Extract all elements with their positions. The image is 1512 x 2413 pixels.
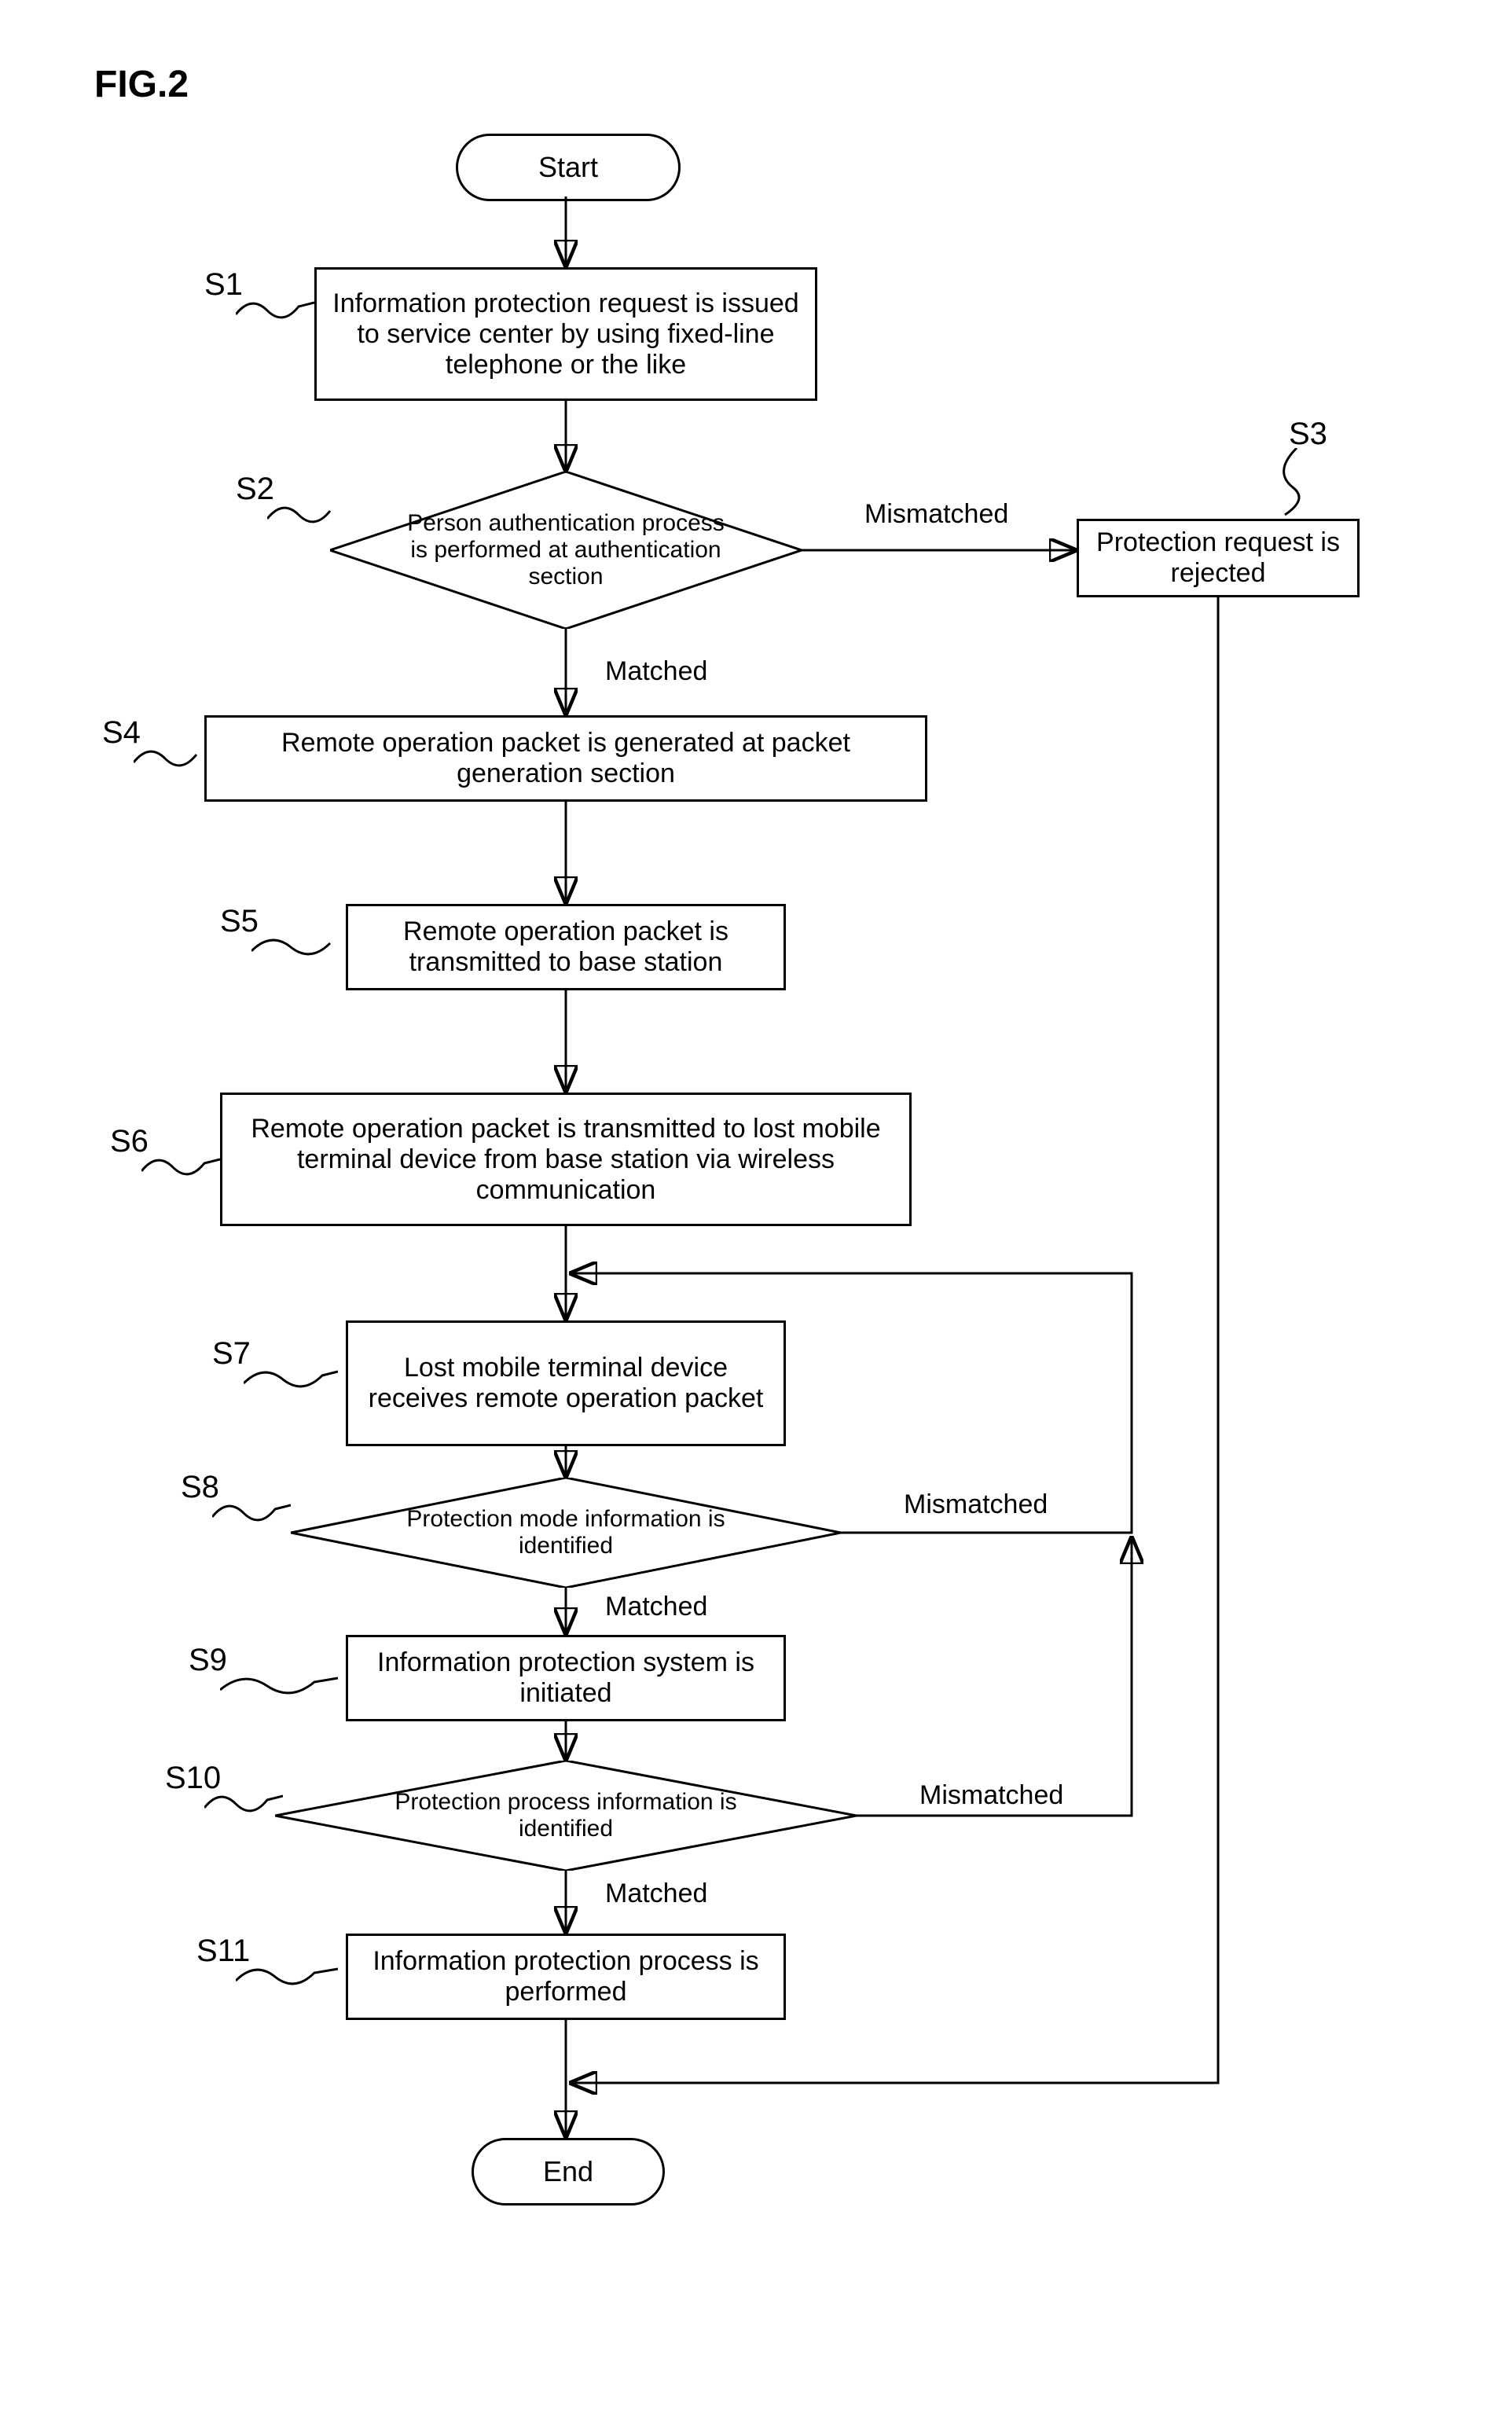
s8-decision: Protection mode information is identifie… <box>291 1478 841 1588</box>
s8-squiggle <box>212 1493 291 1533</box>
s1-squiggle <box>236 291 314 330</box>
s10-mismatched-label: Mismatched <box>919 1780 1063 1811</box>
s6-text: Remote operation packet is transmitted t… <box>230 1114 901 1206</box>
flowchart-container: FIG.2 Start Information protection reque… <box>31 31 1481 2382</box>
start-text: Start <box>538 151 598 184</box>
s2-decision: Person authentication process is perform… <box>330 472 802 629</box>
s7-squiggle <box>244 1360 338 1399</box>
s8-matched-label: Matched <box>605 1592 707 1622</box>
s3-text: Protection request is rejected <box>1087 527 1349 589</box>
s4-process: Remote operation packet is generated at … <box>204 715 927 802</box>
start-terminator: Start <box>456 134 681 201</box>
s7-text: Lost mobile terminal device receives rem… <box>356 1353 776 1414</box>
s1-text: Information protection request is issued… <box>325 288 807 380</box>
s9-process: Information protection system is initiat… <box>346 1635 786 1721</box>
s6-process: Remote operation packet is transmitted t… <box>220 1093 912 1226</box>
s1-process: Information protection request is issued… <box>314 267 817 401</box>
s11-text: Information protection process is perfor… <box>356 1946 776 2007</box>
s10-text: Protection process information is identi… <box>377 1789 754 1842</box>
s3-label: S3 <box>1289 417 1327 452</box>
s11-squiggle <box>236 1957 338 1996</box>
s5-squiggle <box>251 927 338 967</box>
s7-process: Lost mobile terminal device receives rem… <box>346 1320 786 1446</box>
s3-squiggle <box>1265 448 1328 519</box>
s2-mismatched-label: Mismatched <box>864 499 1008 530</box>
s4-squiggle <box>134 739 204 778</box>
s5-text: Remote operation packet is transmitted t… <box>356 916 776 978</box>
s4-text: Remote operation packet is generated at … <box>215 728 917 789</box>
s9-text: Information protection system is initiat… <box>356 1647 776 1709</box>
s2-squiggle <box>267 495 338 534</box>
s8-mismatched-label: Mismatched <box>904 1489 1048 1520</box>
s8-text: Protection mode information is identifie… <box>393 1506 739 1559</box>
end-text: End <box>543 2155 593 2188</box>
s11-process: Information protection process is perfor… <box>346 1934 786 2020</box>
s5-process: Remote operation packet is transmitted t… <box>346 904 786 990</box>
s10-squiggle <box>204 1784 283 1824</box>
s6-squiggle <box>141 1148 220 1187</box>
end-terminator: End <box>472 2138 665 2205</box>
s10-decision: Protection process information is identi… <box>275 1761 857 1871</box>
figure-label: FIG.2 <box>94 63 189 106</box>
s2-text: Person authentication process is perform… <box>401 510 731 590</box>
s10-matched-label: Matched <box>605 1879 707 1909</box>
s3-process: Protection request is rejected <box>1077 519 1360 597</box>
s9-squiggle <box>220 1666 338 1706</box>
s2-matched-label: Matched <box>605 656 707 687</box>
